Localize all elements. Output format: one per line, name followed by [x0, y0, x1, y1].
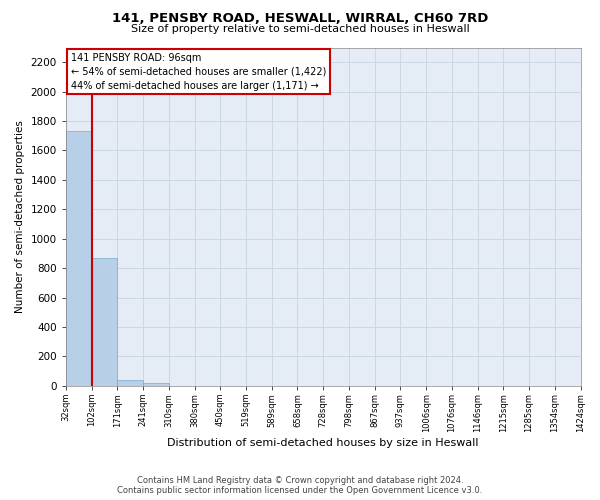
Text: 141 PENSBY ROAD: 96sqm
← 54% of semi-detached houses are smaller (1,422)
44% of : 141 PENSBY ROAD: 96sqm ← 54% of semi-det… [71, 52, 326, 90]
Bar [66, 132, 92, 386]
Text: Contains HM Land Registry data © Crown copyright and database right 2024.: Contains HM Land Registry data © Crown c… [137, 476, 463, 485]
Bar [92, 258, 118, 386]
Text: 141, PENSBY ROAD, HESWALL, WIRRAL, CH60 7RD: 141, PENSBY ROAD, HESWALL, WIRRAL, CH60 … [112, 12, 488, 26]
Bar [118, 380, 143, 386]
Text: Size of property relative to semi-detached houses in Heswall: Size of property relative to semi-detach… [131, 24, 469, 34]
Bar [143, 383, 169, 386]
Y-axis label: Number of semi-detached properties: Number of semi-detached properties [15, 120, 25, 313]
Text: Contains public sector information licensed under the Open Government Licence v3: Contains public sector information licen… [118, 486, 482, 495]
X-axis label: Distribution of semi-detached houses by size in Heswall: Distribution of semi-detached houses by … [167, 438, 479, 448]
